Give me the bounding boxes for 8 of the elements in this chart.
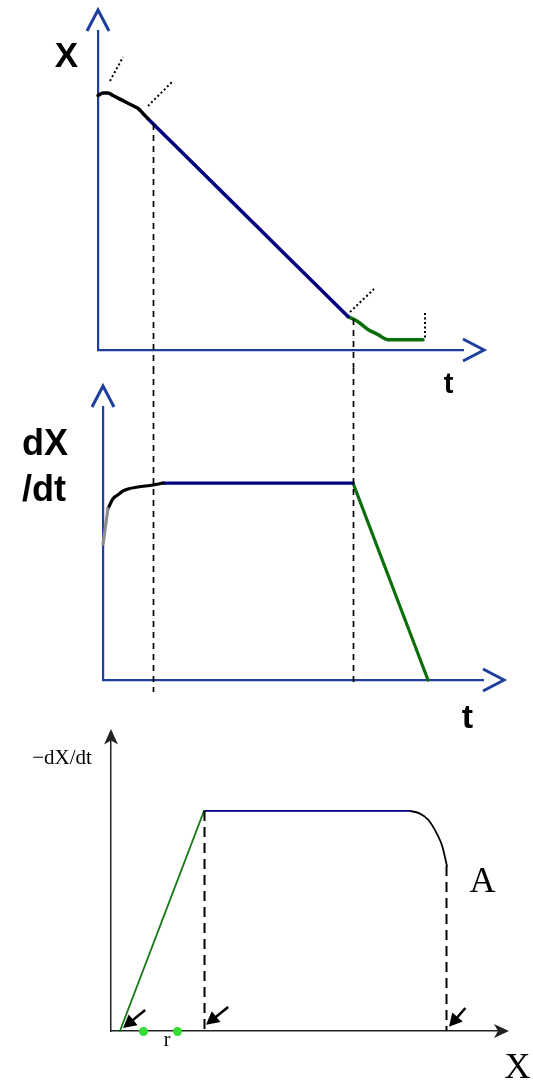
y-axis-title: X [54,34,79,74]
y-axis-title: −dX/dt [32,744,92,769]
y-axis-title: dX /dt [22,421,69,511]
x-axis-title: t [461,696,473,735]
x-axis-title: X [504,1046,531,1082]
annotation: r [163,1028,171,1050]
annotation: A [469,860,496,900]
x-axis-title: t [443,366,454,399]
